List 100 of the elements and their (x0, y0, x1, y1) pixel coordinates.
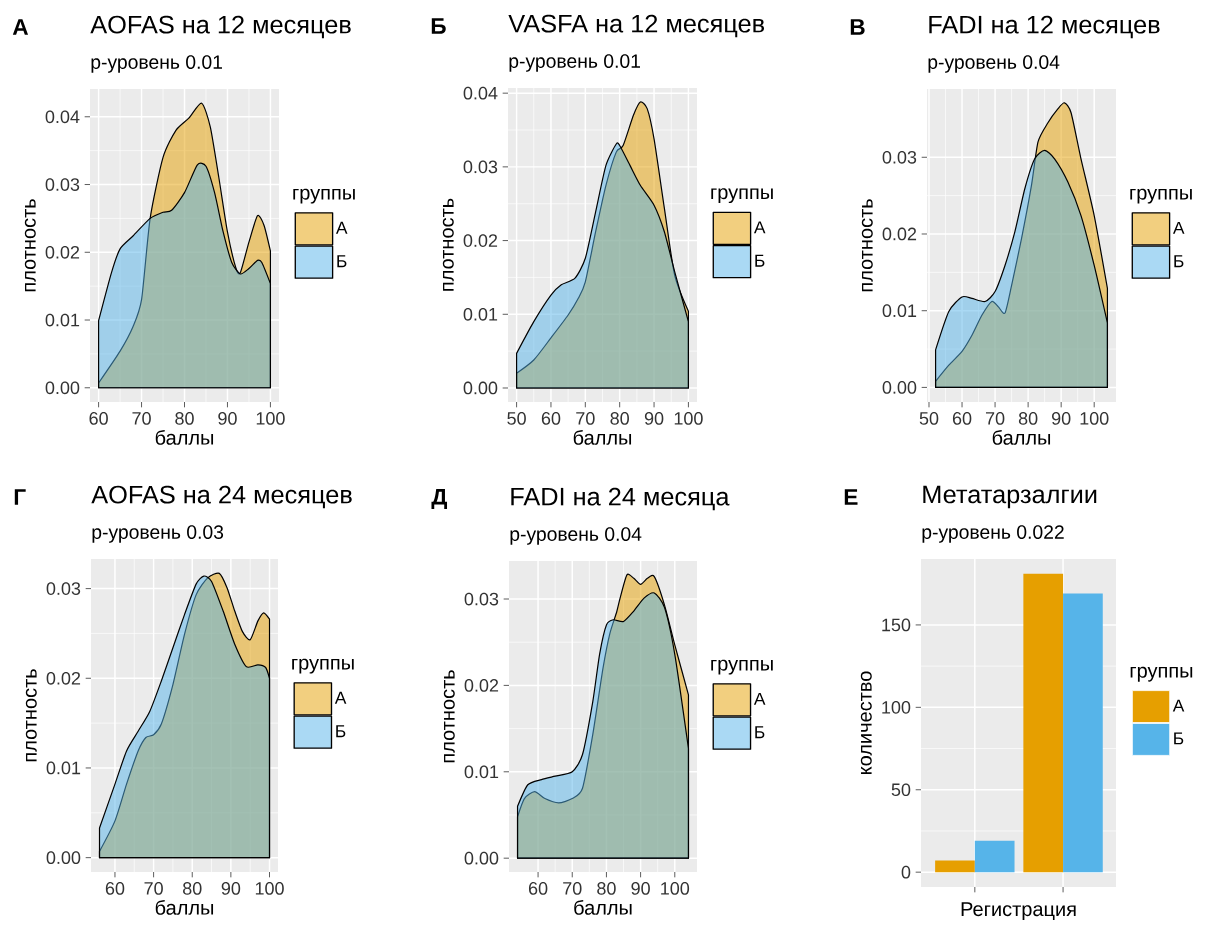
x-tick-label: 60 (105, 882, 125, 895)
x-tick-label: 70 (144, 882, 163, 895)
x-tick-label: 50 (919, 412, 939, 425)
x-axis-title: баллы (992, 429, 1051, 445)
x-tick-label: 70 (576, 412, 595, 425)
legend-title: группы (1130, 666, 1193, 682)
chart-subtitle: p-уровень 0.022 (922, 525, 1064, 543)
bar (1063, 593, 1103, 873)
x-tick-label: 70 (985, 412, 1005, 425)
y-axis-title: плотность (443, 670, 455, 763)
x-tick-label: 100 (256, 412, 285, 425)
x-tick-label: 80 (183, 882, 202, 895)
x-tick-label: 70 (132, 412, 151, 425)
chart-subtitle: p-уровень 0.04 (510, 527, 642, 545)
y-tick-label: 0.04 (463, 86, 498, 100)
chart-title: Метатарзалгии (923, 485, 1097, 509)
y-tick-label: 0.01 (464, 765, 499, 779)
x-tick-label: 70 (563, 882, 582, 895)
chart-subtitle: p-уровень 0.03 (92, 525, 224, 543)
x-axis-title: баллы (573, 429, 632, 445)
text: А (12, 19, 29, 35)
x-tick-label: 90 (1051, 412, 1071, 425)
y-tick-label: 0.03 (463, 160, 498, 174)
x-tick-label: 90 (218, 412, 237, 425)
x-tick-label: 60 (952, 412, 972, 425)
y-tick-label: 0.03 (464, 592, 499, 606)
y-tick-label: 50 (891, 783, 911, 797)
y-tick-label: 100 (882, 700, 911, 714)
chart-subtitle: p-уровень 0.04 (928, 55, 1060, 73)
y-tick-label: 0.02 (463, 234, 498, 247)
y-tick-label: 0.00 (46, 851, 81, 865)
y-tick-label: 0.01 (463, 307, 498, 321)
x-tick-label: 100 (661, 882, 690, 895)
x-tick-label: 50 (507, 412, 526, 425)
y-tick-label: 150 (882, 618, 911, 632)
text: А (753, 221, 766, 234)
legend-label: Б (755, 726, 765, 739)
legend-label: А (334, 691, 347, 704)
text: Д (431, 488, 448, 510)
x-tick-label: 80 (175, 412, 194, 425)
y-tick-label: 0.01 (46, 761, 81, 775)
y-tick-label: 0.00 (464, 851, 499, 865)
chart-title: VASFA на 12 месяцев (508, 14, 765, 38)
text: Б (431, 18, 446, 34)
legend-label: А (753, 692, 766, 705)
chart-subtitle: p-уровень 0.01 (91, 55, 222, 73)
legend-label: Б (336, 725, 346, 738)
x-tick-label: 60 (528, 882, 548, 895)
bar (1023, 573, 1064, 873)
x-tick-label: 90 (631, 882, 650, 895)
legend-label: А (335, 221, 348, 234)
chart-subtitle: p-уровень 0.01 (509, 54, 640, 72)
text: А (1172, 699, 1185, 712)
x-axis-title: баллы (155, 899, 214, 915)
chart-title: AOFAS на 12 месяцев (90, 15, 351, 39)
legend-title: группы (293, 188, 355, 204)
y-tick-label: 0.01 (882, 304, 917, 318)
legend-title: группы (292, 658, 354, 674)
x-tick-label: 80 (597, 882, 616, 895)
x-tick-label: 80 (1018, 412, 1038, 425)
y-tick-label: 0.03 (45, 178, 80, 191)
y-tick-label: 0.03 (882, 150, 917, 164)
y-tick-label: 0.02 (464, 679, 499, 692)
y-tick-label: 0 (901, 865, 911, 879)
legend-label: Б (1174, 255, 1184, 268)
bar (974, 840, 1015, 873)
x-axis-title: баллы (155, 429, 214, 445)
bar (935, 860, 975, 873)
y-axis-title: плотность (25, 669, 37, 762)
x-tick-label: 80 (610, 412, 629, 425)
y-tick-label: 0.02 (882, 227, 917, 241)
x-tick-label: 60 (541, 412, 561, 425)
y-tick-label: 0.01 (45, 313, 80, 327)
chart-title: AOFAS на 24 месяцев (91, 485, 352, 509)
x-axis-title: Регистрация (961, 902, 1076, 921)
y-axis-title: количество (860, 671, 872, 775)
legend-title: группы (711, 188, 773, 204)
x-tick-label: 90 (644, 412, 664, 425)
y-tick-label: 0.00 (45, 381, 80, 395)
x-tick-label: 90 (221, 882, 241, 895)
y-axis-title: плотность (861, 199, 873, 292)
text: Е (844, 489, 858, 505)
x-tick-label: 100 (1080, 412, 1109, 425)
y-tick-label: 0.02 (45, 245, 80, 259)
x-tick-label: 100 (674, 412, 703, 425)
legend-label: А (1172, 221, 1185, 234)
text: В (850, 19, 865, 35)
legend-title: группы (711, 659, 773, 675)
y-tick-label: 0.04 (45, 110, 80, 124)
x-tick-label: 100 (255, 882, 284, 895)
legend-title: группы (1130, 188, 1192, 204)
y-axis-title: плотность (24, 199, 36, 292)
y-tick-label: 0.02 (46, 671, 81, 685)
chart-title: FADI на 24 месяца (511, 487, 730, 511)
y-axis-title: плотность (442, 198, 454, 291)
text: Г (14, 489, 26, 505)
legend-label: Б (337, 255, 347, 268)
x-axis-title: баллы (574, 899, 632, 915)
chart-title: FADI на 12 месяцев (929, 15, 1160, 39)
y-tick-label: 0.00 (882, 381, 917, 394)
